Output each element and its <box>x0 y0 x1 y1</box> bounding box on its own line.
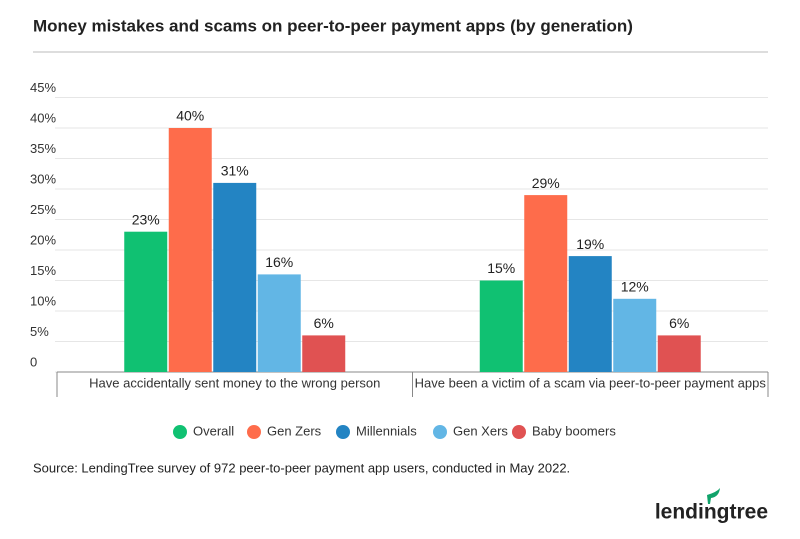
y-tick-label: 25% <box>30 202 56 217</box>
bar <box>213 182 257 372</box>
bar <box>257 274 301 372</box>
y-tick-label: 5% <box>30 324 49 339</box>
data-label: 6% <box>669 315 689 331</box>
data-label: 12% <box>621 279 649 295</box>
bar <box>613 298 657 372</box>
bar <box>524 195 568 372</box>
legend-label: Baby boomers <box>532 423 616 438</box>
bar <box>302 335 346 372</box>
data-label: 6% <box>314 315 334 331</box>
data-label: 40% <box>176 108 204 124</box>
y-tick-label: 40% <box>30 110 56 125</box>
data-label: 23% <box>132 211 160 227</box>
y-tick-label: 20% <box>30 232 56 247</box>
bar <box>479 280 523 372</box>
x-tick-label: Have been a victim of a scam via peer-to… <box>415 375 767 390</box>
bar <box>124 231 168 372</box>
brand-logo: lendingtree <box>655 488 768 524</box>
y-tick-label: 10% <box>30 293 56 308</box>
data-label: 19% <box>576 236 604 252</box>
y-tick-label: 0 <box>30 354 37 369</box>
y-tick-label: 15% <box>30 263 56 278</box>
y-tick-label: 30% <box>30 171 56 186</box>
legend-label: Gen Zers <box>267 423 322 438</box>
legend-marker <box>336 425 350 439</box>
legend-marker <box>173 425 187 439</box>
brand-name: lendingtree <box>655 501 768 524</box>
legend-label: Millennials <box>356 423 417 438</box>
data-label: 15% <box>487 260 515 276</box>
logo-leaf <box>707 488 720 504</box>
legend-label: Overall <box>193 423 234 438</box>
legend-label: Gen Xers <box>453 423 508 438</box>
data-label: 31% <box>221 163 249 179</box>
data-label: 29% <box>532 175 560 191</box>
bar <box>168 128 212 372</box>
source-note: Source: LendingTree survey of 972 peer-t… <box>33 460 570 475</box>
data-label: 16% <box>265 254 293 270</box>
legend-marker <box>433 425 447 439</box>
bar <box>568 256 612 372</box>
chart-title: Money mistakes and scams on peer-to-peer… <box>33 16 633 35</box>
x-tick-label: Have accidentally sent money to the wron… <box>89 375 380 390</box>
legend-marker <box>512 425 526 439</box>
y-tick-label: 35% <box>30 141 56 156</box>
legend-marker <box>247 425 261 439</box>
bar <box>657 335 701 372</box>
y-tick-label: 45% <box>30 80 56 95</box>
